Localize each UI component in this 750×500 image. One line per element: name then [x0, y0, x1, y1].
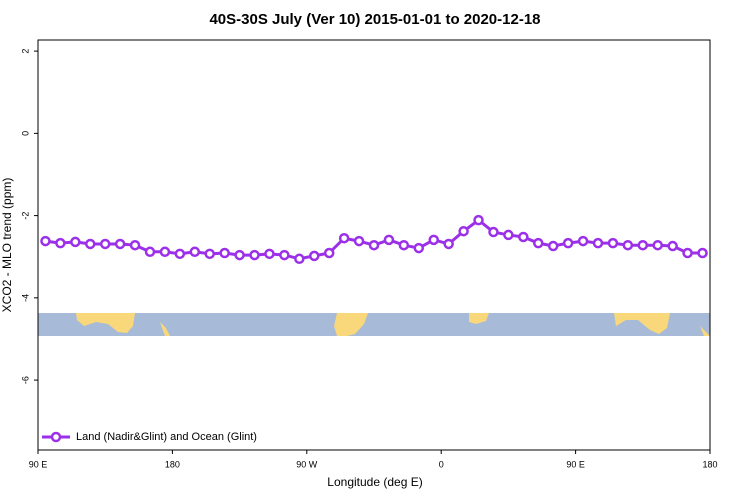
data-point — [144, 246, 156, 258]
data-point — [622, 239, 634, 251]
data-point — [398, 239, 410, 251]
x-tick-label: 180 — [702, 459, 717, 469]
data-point — [443, 238, 454, 250]
y-tick-label: -2 — [20, 212, 30, 220]
data-point — [667, 240, 678, 252]
data-point — [488, 226, 499, 238]
y-axis-title: XCO2 - MLO trend (ppm) — [0, 178, 14, 313]
data-point — [533, 237, 544, 249]
legend: Land (Nadir&Glint) and Ocean (Glint) — [42, 431, 257, 443]
data-point — [219, 247, 230, 259]
land — [160, 322, 170, 336]
data-point — [338, 232, 350, 244]
data-point — [547, 240, 559, 252]
series-line — [45, 218, 703, 261]
chart-title: 40S-30S July (Ver 10) 2015-01-01 to 2020… — [209, 11, 540, 28]
data-point — [234, 249, 245, 261]
data-point — [279, 249, 290, 261]
data-point — [129, 239, 141, 251]
land — [614, 313, 670, 334]
data-point — [368, 239, 380, 251]
data-point — [697, 247, 708, 259]
ocean-band — [38, 313, 710, 336]
data-point — [682, 247, 693, 259]
data-point — [189, 246, 201, 258]
x-tick-label: 0 — [439, 459, 444, 469]
data-point — [40, 235, 51, 247]
data-point — [503, 229, 514, 241]
x-tick-label: 90 W — [296, 459, 318, 469]
data-point — [204, 248, 215, 260]
data-point — [473, 214, 484, 226]
land — [469, 313, 489, 324]
data-point — [323, 247, 335, 259]
y-tick-label: -4 — [20, 294, 30, 302]
land — [700, 326, 710, 336]
land — [76, 313, 135, 333]
plot-frame — [37, 39, 711, 451]
data-point — [294, 253, 305, 265]
data-point — [70, 236, 81, 248]
legend-marker — [50, 431, 62, 443]
data-point — [383, 234, 395, 246]
data-point — [577, 235, 589, 247]
data-point — [99, 238, 111, 250]
data-point — [249, 249, 260, 261]
data-point — [264, 248, 275, 260]
data-point — [174, 248, 186, 260]
data-point — [428, 234, 439, 246]
data-point — [413, 242, 425, 254]
data-point — [114, 238, 126, 250]
data-point — [353, 235, 365, 247]
x-tick-label: 180 — [165, 459, 180, 469]
x-axis-title: Longitude (deg E) — [327, 475, 422, 489]
data-point — [458, 225, 469, 237]
data-point — [159, 246, 171, 258]
data-point — [637, 239, 649, 251]
data-point — [607, 237, 619, 249]
y-tick-label: 0 — [20, 131, 30, 136]
y-tick-label: -6 — [20, 376, 30, 384]
data-point — [518, 231, 529, 243]
data-point — [592, 237, 604, 249]
x-tick-label: 90 E — [29, 459, 48, 469]
land — [334, 313, 368, 336]
data-point — [562, 237, 574, 249]
data-point — [55, 237, 66, 249]
map-strip — [38, 313, 710, 336]
legend-label: Land (Nadir&Glint) and Ocean (Glint) — [76, 431, 257, 443]
x-tick-label: 90 E — [566, 459, 585, 469]
data-point — [309, 250, 320, 262]
data-point — [85, 238, 96, 250]
y-tick-label: 2 — [20, 49, 30, 54]
data-point — [652, 239, 663, 251]
